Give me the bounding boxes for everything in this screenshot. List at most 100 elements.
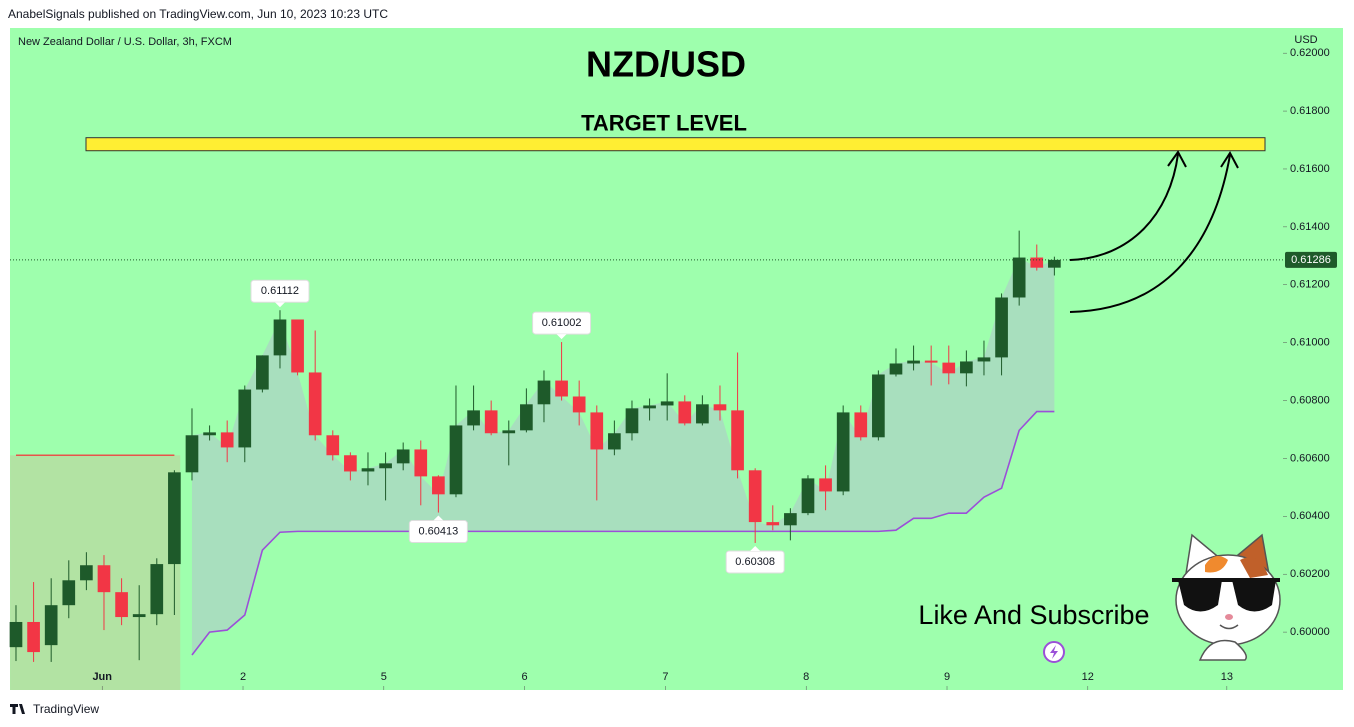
target-zone — [85, 137, 1266, 152]
candle-body — [97, 565, 111, 593]
candle-body — [748, 470, 762, 523]
candle-body — [889, 363, 903, 375]
candle-body — [344, 455, 357, 472]
candle-body — [572, 396, 586, 413]
candle-body — [238, 389, 252, 448]
candle-body — [326, 435, 340, 456]
annotations: TARGET LEVEL 0.61286 0.61112 0.61002 0.60413… — [10, 111, 1337, 574]
cat-mouth — [1219, 624, 1239, 630]
candle-body — [660, 401, 674, 406]
candle-body — [291, 319, 304, 373]
candle-body — [203, 432, 216, 436]
annotation-pointer — [556, 334, 567, 340]
call-to-action: Like And Subscribe — [918, 600, 1149, 630]
y-tick-label: 0.60400 — [1290, 510, 1330, 522]
candle-body — [502, 430, 516, 434]
y-tick-label: 0.61800 — [1290, 105, 1330, 117]
candle-body — [150, 564, 164, 615]
candle-body — [396, 449, 410, 464]
candle-body — [942, 362, 956, 374]
candle-body — [924, 360, 938, 363]
candle-body — [1048, 259, 1061, 268]
candle-body — [273, 319, 287, 356]
x-tick-label: 6 — [522, 671, 528, 683]
y-tick-label: 0.61200 — [1290, 279, 1330, 291]
candle-body — [643, 405, 656, 409]
candle-body — [414, 449, 428, 477]
arrow-curve — [1069, 153, 1179, 261]
glasses-bar — [1172, 578, 1280, 582]
candle-body — [9, 621, 23, 648]
candle-body — [520, 404, 533, 431]
y-axis-label: USD — [1294, 34, 1317, 46]
glasses-lens — [1178, 580, 1222, 612]
candle-body — [1012, 257, 1026, 298]
annotation-label: 0.61002 — [542, 317, 582, 329]
cat-patch — [1240, 557, 1268, 578]
cat-patch — [1205, 556, 1228, 573]
candle-body — [960, 361, 973, 374]
candle-body — [432, 476, 445, 495]
lightning-icon — [1043, 641, 1065, 663]
cat-nose — [1225, 614, 1233, 620]
candle-body — [62, 580, 76, 606]
cat-paws — [1198, 639, 1247, 661]
indicator-line — [191, 410, 1055, 656]
x-tick-label: 2 — [240, 671, 246, 683]
candle-body — [590, 412, 604, 450]
candle-body — [854, 412, 868, 438]
y-tick-label: 0.61600 — [1290, 163, 1330, 175]
arrow-curve — [1069, 154, 1231, 313]
candle-body — [731, 410, 744, 471]
annotation-pointer — [274, 302, 285, 308]
axes: 0.60000 0.60200 0.60400 0.60600 0.60800 0.610… — [92, 47, 1330, 690]
annotation-label: 0.61112 — [261, 285, 299, 297]
candle-body — [185, 435, 199, 473]
candle-body — [256, 355, 269, 390]
candle-body — [379, 463, 392, 469]
x-tick-label: 7 — [662, 671, 668, 683]
y-tick-label: 0.61000 — [1290, 337, 1330, 349]
candle-body — [44, 605, 58, 646]
y-tick-label: 0.60000 — [1290, 626, 1330, 638]
candle-body — [907, 360, 920, 364]
icon-bolt — [1050, 645, 1058, 659]
footer-logo — [10, 704, 25, 714]
candle-body — [220, 432, 234, 448]
candle-body — [836, 412, 850, 492]
candle-body — [467, 410, 480, 426]
y-tick-label: 0.62000 — [1290, 47, 1330, 59]
candles — [9, 230, 1061, 662]
candle-body — [625, 408, 639, 434]
lines — [15, 410, 1055, 656]
candle-body — [80, 565, 93, 581]
candle-body — [784, 513, 797, 526]
candle-body — [678, 401, 692, 424]
arrows — [1069, 150, 1239, 313]
cat-cartoon — [1172, 533, 1281, 661]
candle-body — [696, 404, 709, 424]
y-tick-label: 0.60200 — [1290, 568, 1330, 580]
glasses-lens — [1232, 580, 1276, 612]
footer-bar — [0, 692, 1354, 727]
y-tick-label: 0.60600 — [1290, 452, 1330, 464]
y-tick-label: 0.61400 — [1290, 221, 1330, 233]
candle-body — [308, 372, 322, 436]
x-tick-label: Jun — [92, 671, 112, 683]
candle-body — [27, 621, 40, 653]
annotation-label: 0.60413 — [418, 525, 458, 537]
y-tick-label: 0.60800 — [1290, 394, 1330, 406]
candle-body — [115, 592, 128, 618]
target-label: TARGET LEVEL — [581, 111, 747, 136]
candle-body — [537, 380, 551, 405]
candle-body — [608, 433, 621, 450]
candle-body — [713, 404, 727, 411]
candle-body — [872, 374, 885, 438]
annotation-pointer — [750, 545, 761, 551]
arrow-head — [1220, 151, 1239, 169]
x-tick-label: 9 — [944, 671, 950, 683]
candle-body — [168, 472, 181, 565]
candle-body — [995, 297, 1008, 358]
